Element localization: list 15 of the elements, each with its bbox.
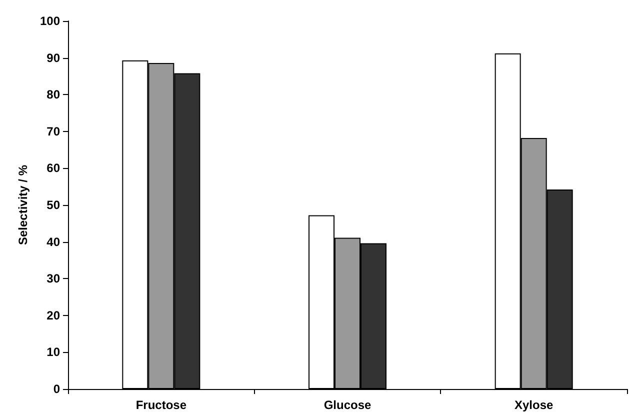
y-tick-label: 80 bbox=[46, 88, 60, 102]
y-tick-label: 20 bbox=[46, 308, 60, 322]
y-tick-label: 100 bbox=[40, 14, 60, 28]
x-tick-label: Glucose bbox=[324, 398, 372, 412]
y-tick-label: 60 bbox=[46, 161, 60, 176]
y-tick-label: 30 bbox=[46, 272, 60, 286]
y-tick-label: 40 bbox=[46, 234, 60, 249]
x-tick-label: Fructose bbox=[136, 398, 187, 412]
y-tick-label: 90 bbox=[46, 50, 60, 65]
y-axis-title: Selectivity / % bbox=[16, 164, 30, 246]
y-tick-label: 70 bbox=[46, 124, 60, 138]
y-tick-label: 10 bbox=[46, 345, 60, 360]
y-tick-label: 0 bbox=[53, 382, 60, 396]
y-tick-label: 50 bbox=[46, 198, 60, 212]
x-tick-label: Xylose bbox=[514, 398, 554, 412]
